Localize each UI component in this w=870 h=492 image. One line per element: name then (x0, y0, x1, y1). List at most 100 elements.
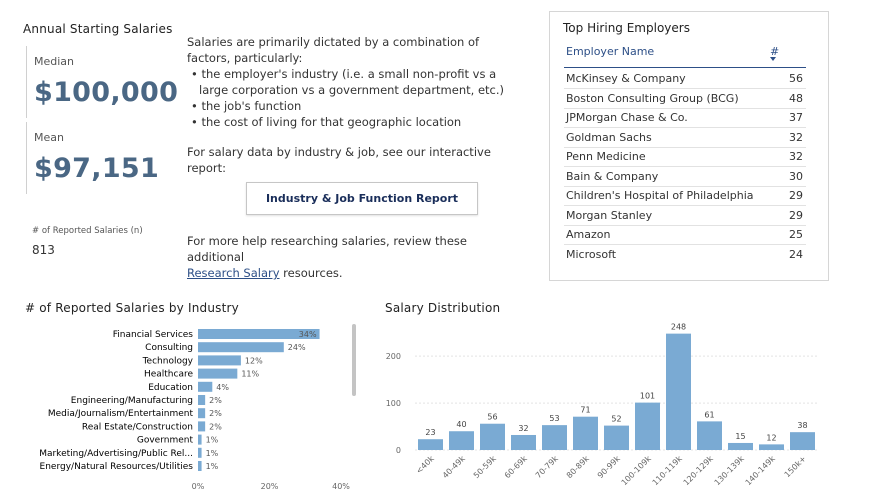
industry-bar[interactable] (198, 447, 202, 458)
mean-label: Mean (34, 131, 64, 144)
employers-title: Top Hiring Employers (563, 21, 690, 35)
industry-bar[interactable] (198, 342, 284, 353)
top-employers-panel: Top Hiring Employers Employer Name # McK… (549, 11, 829, 281)
distribution-bar[interactable] (728, 442, 753, 450)
industry-bar[interactable] (198, 421, 206, 432)
table-row[interactable]: Penn Medicine 32 (564, 147, 806, 167)
bar-value-label: 15 (735, 432, 745, 441)
value-label: 11% (241, 370, 259, 379)
median-value: $100,000 (34, 77, 179, 108)
value-label: 1% (206, 436, 219, 445)
table-row[interactable]: Boston Consulting Group (BCG) 48 (564, 89, 806, 109)
bar-value-label: 101 (640, 392, 655, 401)
table-row[interactable]: Amazon 25 (564, 225, 806, 245)
distribution-bar[interactable] (449, 431, 474, 450)
distribution-bar[interactable] (790, 432, 815, 450)
distribution-bar[interactable] (697, 421, 722, 450)
bar-value-label: 53 (549, 414, 559, 423)
category-label: Consulting (145, 343, 193, 353)
x-tick-label: 130-139k (713, 454, 747, 488)
category-label: Technology (142, 356, 194, 366)
research-salary-link[interactable]: Research Salary (187, 266, 280, 280)
table-row[interactable]: Microsoft 24 (566, 248, 803, 261)
industry-bar[interactable] (198, 461, 202, 471)
factor-item: the cost of living for that geographic l… (187, 114, 517, 130)
salary-factors-description: Salaries are primarily dictated by a com… (187, 34, 517, 130)
industry-bar-chart: Financial Services 34% Consulting 24% Techno… (39, 324, 356, 491)
value-label: 1% (206, 462, 219, 471)
distribution-bar[interactable] (573, 416, 598, 450)
x-tick-label: 120-129k (682, 454, 716, 488)
bar-value-label: 52 (611, 415, 621, 424)
industry-bar[interactable] (198, 329, 320, 339)
x-tick-label: 80-89k (565, 454, 591, 480)
value-label: 34% (299, 330, 317, 339)
category-label: Media/Journalism/Entertainment (48, 409, 194, 419)
help-text: For more help researching salaries, revi… (187, 234, 467, 264)
bar-value-label: 38 (797, 421, 807, 430)
bar-value-label: 23 (425, 428, 435, 437)
distribution-bar[interactable] (511, 434, 536, 450)
industry-bar[interactable] (198, 355, 241, 366)
industry-bar[interactable] (198, 368, 238, 379)
employer-name-header[interactable]: Employer Name (566, 45, 655, 58)
category-label: Energy/Natural Resources/Utilities (40, 462, 194, 472)
distribution-bar[interactable] (542, 425, 567, 450)
distribution-bar[interactable] (635, 402, 660, 450)
category-label: Healthcare (144, 370, 194, 380)
table-row[interactable]: JPMorgan Chase & Co. 37 (564, 108, 806, 128)
category-label: Education (148, 383, 193, 393)
factor-item: the job's function (187, 98, 517, 114)
category-label: Marketing/Advertising/Public Rel... (39, 449, 193, 459)
category-label: Financial Services (113, 330, 194, 340)
x-tick-label: 0% (192, 482, 205, 491)
x-tick-label: 20% (261, 482, 279, 491)
y-tick-label: 0 (396, 446, 401, 455)
bar-value-label: 12 (766, 433, 776, 442)
x-tick-label: 150k+ (783, 454, 808, 479)
category-label: Engineering/Manufacturing (71, 396, 193, 406)
x-tick-label: 90-99k (596, 454, 622, 480)
mean-card: Mean $97,151 (26, 122, 166, 194)
industry-bar[interactable] (198, 408, 206, 419)
bar-value-label: 248 (671, 323, 686, 332)
salary-distribution-title: Salary Distribution (385, 301, 501, 315)
table-row[interactable]: Bain & Company 30 (564, 167, 806, 187)
industry-report-button[interactable]: Industry & Job Function Report (246, 182, 478, 215)
count-header[interactable]: # (770, 45, 780, 58)
bar-value-label: 56 (487, 413, 497, 422)
help-text-block: For more help researching salaries, revi… (187, 233, 527, 281)
x-tick-label: <40k (414, 454, 436, 476)
category-label: Real Estate/Construction (82, 422, 193, 432)
bar-value-label: 32 (518, 424, 528, 433)
industry-bar[interactable] (198, 381, 213, 392)
factor-item: the employer's industry (i.e. a small no… (187, 66, 517, 98)
value-label: 12% (245, 356, 263, 365)
industry-bar[interactable] (198, 395, 206, 405)
bar-value-label: 40 (456, 420, 466, 429)
n-value: 813 (32, 243, 55, 257)
distribution-bar[interactable] (759, 444, 784, 450)
value-label: 24% (288, 343, 306, 352)
x-tick-label: 140-149k (744, 454, 778, 488)
median-card: Median $100,000 (26, 46, 178, 118)
table-row[interactable]: Children's Hospital of Philadelphia 29 (564, 186, 806, 206)
header-divider (564, 67, 806, 68)
salary-distribution-chart: 0 100 200 23 <40k 40 40-49k 56 50-59k 32 60-69k 53… (386, 323, 818, 488)
x-tick-label: 50-59k (472, 454, 498, 480)
value-label: 2% (209, 422, 222, 431)
table-row[interactable]: Morgan Stanley 29 (564, 206, 806, 226)
distribution-bar[interactable] (604, 425, 629, 450)
sort-desc-icon[interactable] (770, 57, 776, 61)
value-label: 1% (206, 449, 219, 458)
value-label: 4% (216, 383, 229, 392)
x-tick-label: 110-119k (651, 454, 685, 488)
table-row[interactable]: Goldman Sachs 32 (564, 128, 806, 148)
chart-scrollbar[interactable] (352, 324, 356, 396)
distribution-bar[interactable] (666, 333, 691, 450)
industry-bar[interactable] (198, 434, 202, 445)
bar-value-label: 71 (580, 406, 590, 415)
distribution-bar[interactable] (480, 423, 505, 450)
table-row[interactable]: McKinsey & Company 56 (564, 69, 806, 89)
distribution-bar[interactable] (418, 439, 443, 450)
